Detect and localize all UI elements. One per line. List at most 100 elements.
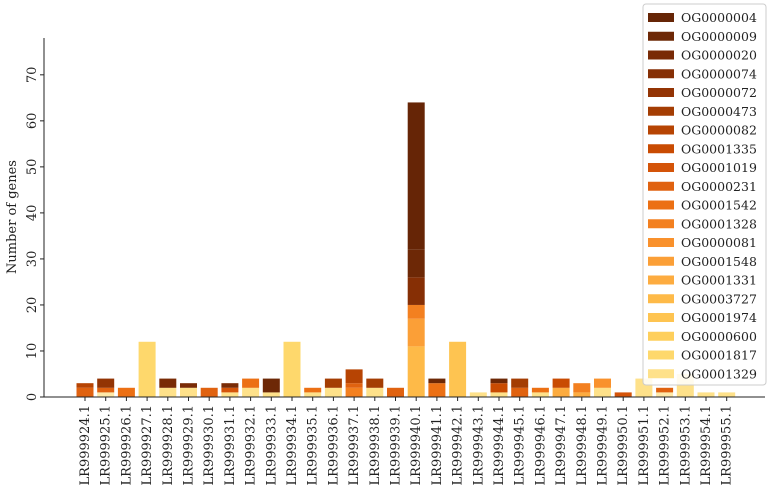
bar-segment	[614, 392, 632, 397]
legend-entry: OG0000009	[681, 29, 757, 44]
legend-entry: OG0000473	[681, 104, 757, 119]
x-tick-label: LR999943.1	[471, 405, 486, 485]
x-tick-label: LR999935.1	[306, 405, 321, 485]
bar-segment	[283, 341, 301, 397]
bar-segment	[200, 387, 218, 397]
bar-segment	[180, 387, 197, 397]
bar-segment	[407, 318, 425, 347]
legend-swatch	[648, 31, 674, 41]
legend-frame	[642, 3, 767, 386]
bar-segment	[221, 387, 239, 393]
x-tick-label: LR999949.1	[596, 405, 611, 485]
legend-entry: OG0000082	[681, 123, 757, 138]
x-tick-label: LR999953.1	[678, 405, 693, 485]
legend-entry: OG0003727	[681, 291, 757, 306]
legend-swatch	[648, 125, 674, 135]
legend-entry: OG0001328	[681, 216, 757, 231]
bar-segment	[97, 378, 115, 388]
x-tick-label: LR999950.1	[616, 405, 631, 485]
x-tick-label: LR999946.1	[533, 405, 548, 485]
legend-swatch	[648, 163, 674, 172]
bar-segment	[262, 378, 280, 393]
bar-segment	[552, 387, 570, 397]
x-tick-label: LR999924.1	[78, 405, 93, 485]
x-tick-label: LR999926.1	[119, 405, 134, 485]
bar-segment	[180, 383, 197, 388]
bar-segment	[428, 383, 446, 397]
bar-segment	[304, 387, 322, 393]
legend-swatch	[648, 50, 674, 60]
y-tick-label: 60	[25, 113, 40, 130]
x-tick-label: LR999927.1	[140, 405, 155, 485]
y-tick-label: 70	[25, 67, 40, 84]
legend-entry: OG0000600	[681, 329, 757, 344]
legend-swatch	[648, 294, 674, 304]
x-tick-label: LR999940.1	[409, 405, 424, 485]
legend-swatch	[648, 144, 674, 154]
bar-segment	[304, 392, 322, 397]
x-tick-label: LR999930.1	[202, 405, 217, 485]
x-tick-label: LR999951.1	[637, 405, 652, 485]
y-axis-title: Number of genes	[5, 160, 20, 274]
bar-segment	[428, 378, 446, 384]
y-tick-label: 30	[25, 251, 40, 268]
bar-segment	[718, 392, 736, 397]
x-tick-label: LR999942.1	[451, 405, 466, 485]
bar-segment	[345, 369, 363, 384]
y-tick-label: 0	[25, 393, 40, 401]
x-tick-label: LR999933.1	[264, 405, 279, 485]
bar-segment	[407, 249, 425, 278]
bar-segment	[324, 387, 342, 397]
bar-segment	[97, 392, 115, 397]
legend-entry: OG0001329	[681, 366, 757, 381]
y-tick-label: 20	[25, 297, 40, 314]
bar-segment	[490, 378, 508, 384]
x-tick-label: LR999925.1	[99, 405, 114, 485]
legend-swatch	[648, 69, 674, 79]
bar-segment	[262, 392, 280, 397]
x-tick-label: LR999938.1	[368, 405, 383, 485]
bar-segment	[324, 378, 342, 388]
bar-segment	[345, 387, 363, 397]
bar-segment	[97, 387, 115, 393]
x-ticks: LR999924.1 LR999925.1 LR999926.1 LR999927.1…	[78, 397, 735, 485]
legend-swatch	[648, 13, 674, 22]
legend-swatch	[648, 181, 674, 191]
bar-segment	[366, 387, 384, 397]
legend-swatch	[648, 88, 674, 97]
bar-segment	[407, 277, 425, 305]
bar-segment	[117, 387, 135, 397]
x-tick-label: LR999952.1	[658, 405, 673, 485]
legend-entry: OG0001019	[681, 160, 757, 175]
x-tick-label: LR999941.1	[430, 405, 445, 485]
bar-segment	[138, 341, 156, 397]
bar-segment	[531, 392, 549, 397]
x-tick-label: LR999939.1	[389, 405, 404, 485]
legend-entry: OG0001974	[681, 310, 757, 325]
bar-segment	[407, 304, 425, 319]
legend-entry: OG0000074	[681, 66, 757, 81]
bar-segment	[469, 392, 487, 397]
bar-segment	[573, 383, 591, 393]
y-tick-label: 40	[25, 205, 40, 222]
bar-segment	[221, 392, 239, 397]
x-tick-label: LR999932.1	[244, 405, 259, 485]
bar-segment	[387, 387, 404, 397]
legend-swatch	[648, 238, 674, 247]
bar-segment	[345, 383, 363, 388]
legend-entry: OG0001542	[681, 198, 757, 213]
x-tick-label: LR999937.1	[347, 405, 362, 485]
bar-segment	[366, 378, 384, 388]
legend-entry: OG0000020	[681, 48, 757, 63]
legend-swatch	[648, 350, 674, 360]
bar-segment	[76, 387, 94, 397]
bar-segment	[159, 378, 177, 388]
y-tick-label: 10	[25, 343, 40, 360]
bar-segment	[159, 387, 177, 397]
legend-swatch	[648, 256, 674, 266]
legend-swatch	[648, 313, 674, 322]
legend-swatch	[648, 369, 674, 379]
bar-segment	[511, 387, 529, 397]
y-ticks: 0 10 20 30 40 50 60 70	[25, 67, 44, 401]
x-tick-label: LR999954.1	[699, 405, 714, 485]
